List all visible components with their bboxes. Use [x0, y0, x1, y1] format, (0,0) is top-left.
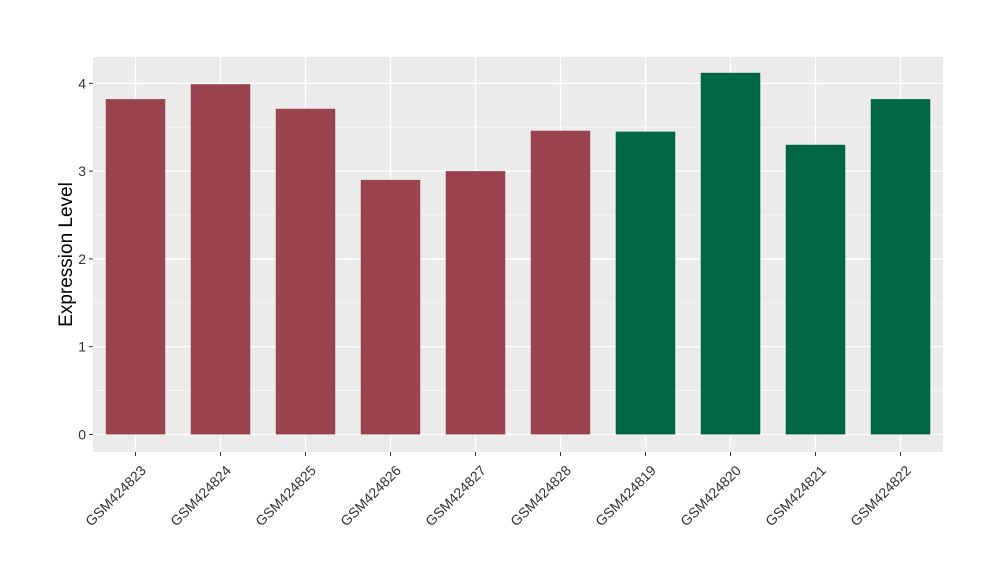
bar-GSM424822 [870, 99, 931, 435]
x-tick-label: GSM424827 [422, 462, 489, 529]
bar-GSM424827 [445, 171, 506, 435]
x-tick-label: GSM424823 [82, 462, 149, 529]
bar-GSM424820 [700, 72, 761, 435]
x-tick-label: GSM424828 [507, 462, 574, 529]
x-tick-label: GSM424824 [167, 462, 234, 529]
bar-GSM424825 [275, 108, 336, 435]
y-tick-label: 4 [78, 75, 86, 91]
y-tick-label: 0 [78, 426, 86, 442]
y-tick-label: 1 [78, 339, 86, 355]
bars [105, 72, 931, 435]
bar-GSM424826 [360, 179, 421, 435]
bar-GSM424823 [105, 99, 166, 435]
bar-GSM424819 [615, 131, 676, 435]
x-tick-label: GSM424822 [847, 462, 914, 529]
y-axis: 0 1 2 3 4 [78, 75, 93, 442]
bar-GSM424828 [530, 130, 591, 435]
bar-GSM424821 [785, 144, 846, 435]
y-axis-title: Expression Level [56, 182, 77, 327]
x-axis: GSM424823 GSM424824 GSM424825 GSM424826 GSM4… [82, 452, 914, 529]
y-tick-label: 2 [78, 251, 86, 267]
x-tick-label: GSM424821 [762, 462, 829, 529]
x-tick-label: GSM424820 [677, 462, 744, 529]
bar-GSM424824 [190, 84, 251, 435]
x-tick-label: GSM424819 [592, 462, 659, 529]
x-tick-label: GSM424825 [252, 462, 319, 529]
x-tick-label: GSM424826 [337, 462, 404, 529]
y-tick-label: 3 [78, 163, 86, 179]
